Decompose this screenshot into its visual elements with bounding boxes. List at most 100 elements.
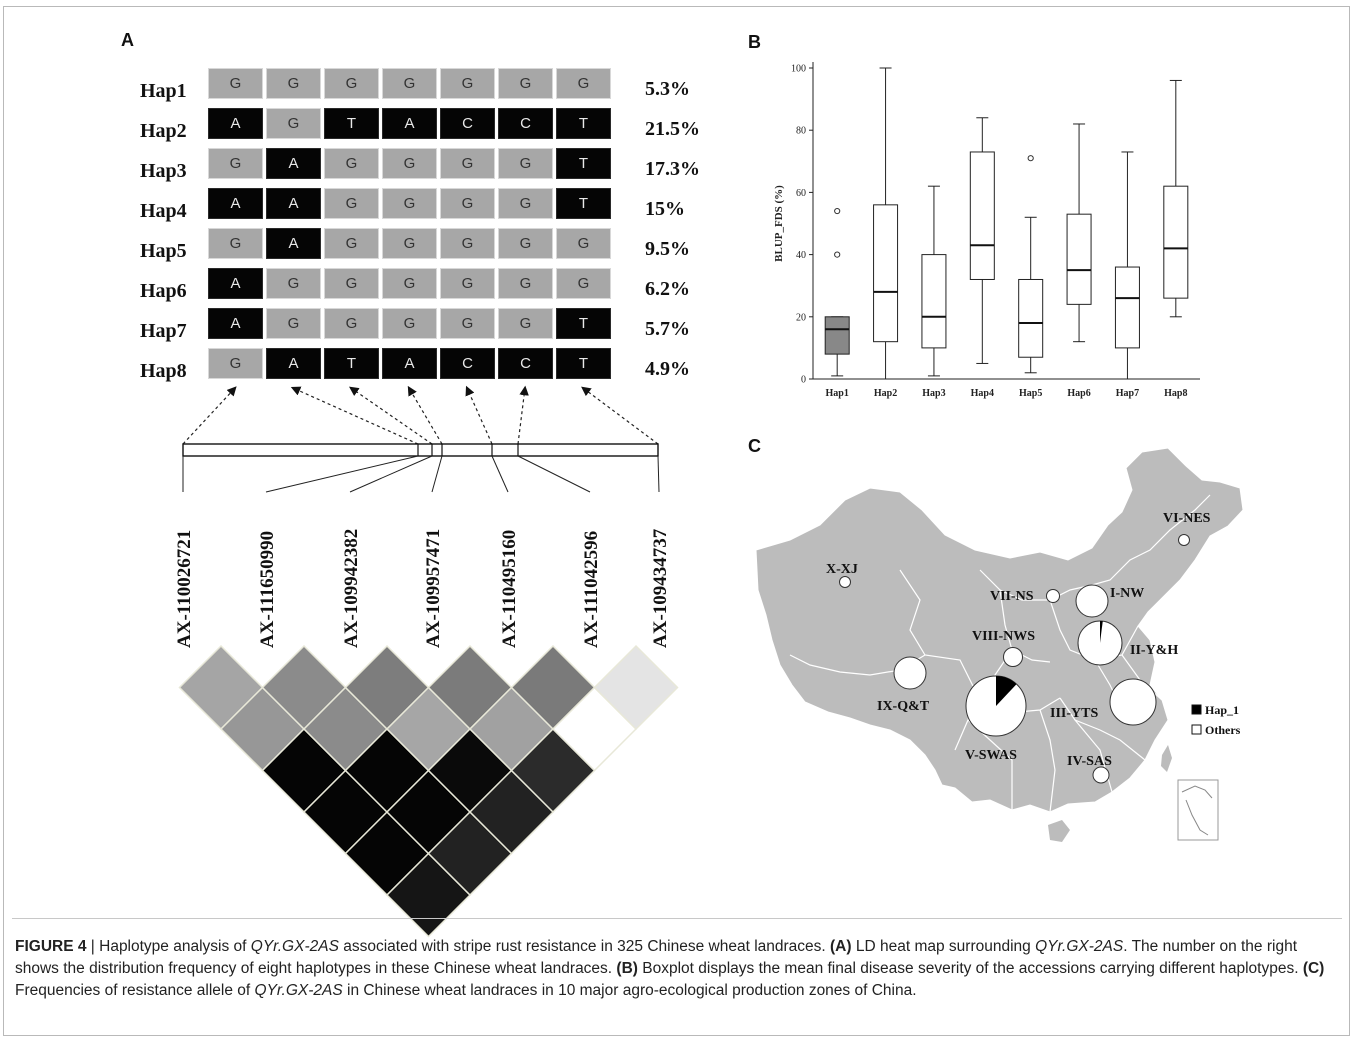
caption-gene-name: QYr.GX-2AS bbox=[254, 982, 343, 999]
allele-cell: G bbox=[208, 348, 263, 379]
allele-cell: T bbox=[556, 148, 611, 179]
allele-cell: G bbox=[498, 148, 553, 179]
snp-arrow bbox=[349, 386, 433, 445]
allele-cell: G bbox=[440, 68, 495, 99]
caption-gene-name: QYr.GX-2AS bbox=[1035, 938, 1124, 955]
x-tick-label: Hap4 bbox=[971, 388, 994, 399]
figure-caption: FIGURE 4 | Haplotype analysis of QYr.GX-… bbox=[15, 936, 1340, 1002]
box-hap7 bbox=[1114, 151, 1140, 380]
region-bar bbox=[182, 443, 659, 457]
allele-cell: A bbox=[266, 188, 321, 219]
caption-figure-number: FIGURE 4 bbox=[15, 938, 87, 955]
allele-cell: G bbox=[324, 308, 379, 339]
snp-arrow bbox=[290, 386, 419, 445]
marker-label: AX-109957471 bbox=[423, 529, 444, 648]
zone-label: VIII-NWS bbox=[972, 629, 1035, 644]
panel-label-b: B bbox=[748, 32, 761, 52]
haplotype-frequency: 5.7% bbox=[645, 318, 690, 340]
x-tick-label: Hap6 bbox=[1067, 388, 1090, 399]
allele-cell: G bbox=[324, 268, 379, 299]
allele-cell: T bbox=[324, 108, 379, 139]
haplotype-frequency: 6.2% bbox=[645, 278, 690, 300]
iqr-box bbox=[969, 151, 995, 280]
allele-cell: G bbox=[498, 228, 553, 259]
y-tick-label: 80 bbox=[796, 126, 806, 137]
snp-arrow bbox=[407, 385, 443, 445]
iqr-box bbox=[921, 254, 947, 349]
y-tick-label: 60 bbox=[796, 188, 806, 199]
zone-label: IV-SAS bbox=[1067, 754, 1112, 769]
allele-cell: G bbox=[498, 268, 553, 299]
x-tick-label: Hap3 bbox=[922, 388, 945, 399]
allele-cell: C bbox=[440, 348, 495, 379]
marker-label: AX-109434737 bbox=[650, 528, 671, 648]
allele-cell: G bbox=[382, 188, 437, 219]
caption-text: Boxplot displays the mean final disease … bbox=[637, 960, 1303, 977]
china-map: VI-NES X-XJ VII-NS I-NW VIII-NWS II-Y&H IX-Q&T… bbox=[755, 447, 1244, 842]
pie-hap1-slice bbox=[996, 676, 1017, 706]
caption-text: LD heat map surrounding bbox=[851, 938, 1036, 955]
allele-cell: G bbox=[382, 268, 437, 299]
haplotype-label: Hap2 bbox=[140, 120, 187, 142]
box-hap4 bbox=[969, 117, 995, 364]
iqr-box bbox=[873, 204, 899, 343]
allele-cell: G bbox=[266, 108, 321, 139]
snp-arrow bbox=[182, 386, 237, 445]
x-tick-label: Hap7 bbox=[1116, 388, 1139, 399]
x-tick-label: Hap8 bbox=[1164, 388, 1187, 399]
box-hap5 bbox=[1018, 155, 1044, 374]
zone-pie bbox=[893, 656, 927, 690]
haplotype-label: Hap5 bbox=[140, 240, 187, 262]
marker-leader-line bbox=[517, 455, 591, 493]
allele-cell: G bbox=[382, 68, 437, 99]
haplotype-label: Hap6 bbox=[140, 280, 187, 302]
caption-separator: | bbox=[86, 938, 100, 955]
haplotype-frequency: 4.9% bbox=[645, 358, 690, 380]
allele-cell: G bbox=[498, 188, 553, 219]
allele-cell: G bbox=[556, 68, 611, 99]
pie-others-slice bbox=[1092, 766, 1110, 784]
allele-cell: G bbox=[498, 68, 553, 99]
allele-cell: C bbox=[440, 108, 495, 139]
snp-arrow bbox=[581, 386, 659, 445]
snp-arrow bbox=[465, 385, 493, 445]
zone-label: VI-NES bbox=[1163, 511, 1211, 526]
marker-label: AX-110026721 bbox=[174, 530, 195, 648]
snp-arrow bbox=[517, 385, 529, 445]
allele-cell: G bbox=[440, 308, 495, 339]
marker-label: AX-109942382 bbox=[341, 529, 362, 648]
allele-cell: G bbox=[208, 228, 263, 259]
zone-pie bbox=[1046, 589, 1060, 603]
allele-cell: G bbox=[556, 268, 611, 299]
iqr-box bbox=[1018, 278, 1044, 358]
zone-label: VII-NS bbox=[990, 589, 1034, 604]
haplotype-label: Hap7 bbox=[140, 320, 187, 342]
legend-label: Hap_1 bbox=[1205, 703, 1239, 717]
caption-text: . The number on the right shows the dist… bbox=[15, 938, 1297, 977]
allele-cell: A bbox=[382, 348, 437, 379]
allele-cell: G bbox=[324, 228, 379, 259]
zone-pie bbox=[965, 675, 1027, 737]
inset-coast bbox=[1181, 785, 1213, 836]
caption-text: in Chinese wheat landraces in 10 major a… bbox=[342, 982, 917, 999]
allele-cell: G bbox=[440, 188, 495, 219]
allele-cell: G bbox=[440, 268, 495, 299]
marker-label: AX-111650990 bbox=[257, 531, 278, 648]
legend-swatch bbox=[1191, 724, 1202, 735]
zone-pie bbox=[1003, 647, 1023, 667]
caption-text: Frequencies of resistance allele of bbox=[15, 982, 255, 999]
allele-cell: G bbox=[440, 228, 495, 259]
haplotype-label: Hap1 bbox=[140, 80, 187, 102]
caption-panel-ref-c: (C) bbox=[1302, 960, 1325, 977]
outlier-point bbox=[1027, 155, 1034, 162]
zone-pie bbox=[1178, 534, 1190, 546]
hainan-island bbox=[1048, 820, 1070, 842]
pie-others-slice bbox=[839, 576, 851, 588]
y-tick-label: 0 bbox=[801, 375, 806, 386]
haplotype-frequency: 5.3% bbox=[645, 78, 690, 100]
allele-cell: G bbox=[266, 268, 321, 299]
iqr-box bbox=[1066, 213, 1092, 305]
caption-panel-ref-b: (B) bbox=[616, 960, 638, 977]
allele-cell: C bbox=[498, 108, 553, 139]
marker-leader-line bbox=[491, 455, 509, 493]
